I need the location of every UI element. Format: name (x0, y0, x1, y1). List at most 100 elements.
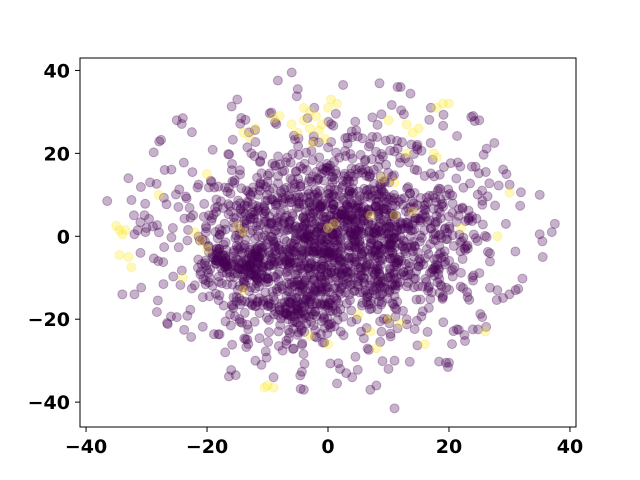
data-point-class-0 (309, 235, 320, 246)
data-point-class-0 (326, 227, 337, 238)
data-point-class-0 (350, 203, 361, 214)
data-point-class-0 (367, 284, 378, 295)
data-point-class-0 (407, 246, 418, 257)
data-point-class-0 (213, 247, 224, 258)
data-point-class-0 (477, 219, 488, 230)
data-point-class-0 (397, 199, 408, 210)
data-point-class-0 (350, 164, 361, 175)
data-point-class-0 (405, 188, 416, 199)
data-point-class-0 (220, 316, 231, 327)
data-point-class-0 (277, 192, 288, 203)
data-point-class-0 (364, 280, 375, 291)
data-point-class-0 (196, 259, 207, 270)
data-point-class-0 (403, 182, 414, 193)
data-point-class-0 (292, 275, 303, 286)
data-point-class-0 (274, 305, 285, 316)
data-point-class-0 (339, 168, 350, 179)
data-point-class-0 (362, 257, 373, 268)
data-point-class-0 (279, 234, 290, 245)
data-point-class-0 (468, 229, 479, 240)
data-point-class-0 (342, 209, 353, 220)
data-point-class-0 (371, 283, 382, 294)
data-point-class-0 (252, 242, 263, 253)
data-point-class-0 (303, 246, 314, 257)
data-point-class-0 (277, 246, 288, 257)
data-point-class-0 (245, 258, 256, 269)
data-point-class-0 (245, 190, 256, 201)
data-point-class-0 (284, 327, 295, 338)
data-point-class-0 (346, 188, 357, 199)
data-point-class-0 (329, 257, 340, 268)
data-point-class-0 (453, 324, 464, 335)
data-point-class-0 (268, 260, 279, 271)
data-point-class-0 (354, 287, 365, 298)
data-point-class-0 (415, 213, 426, 224)
data-point-class-0 (255, 156, 266, 167)
data-point-class-0 (425, 294, 436, 305)
data-point-class-0 (212, 201, 223, 212)
data-point-class-0 (312, 175, 323, 186)
data-point-class-0 (361, 260, 372, 271)
data-point-class-0 (391, 272, 402, 283)
data-point-class-0 (386, 99, 397, 110)
data-point-class-0 (123, 173, 134, 184)
data-point-class-0 (287, 148, 298, 159)
data-point-class-0 (364, 232, 375, 243)
data-point-class-0 (427, 263, 438, 274)
data-point-class-0 (320, 165, 331, 176)
data-point-class-0 (328, 249, 339, 260)
data-point-class-0 (389, 252, 400, 263)
data-point-class-0 (381, 221, 392, 232)
data-point-class-0 (375, 181, 386, 192)
data-point-class-0 (383, 363, 394, 374)
data-point-class-0 (315, 222, 326, 233)
data-point-class-1 (313, 125, 324, 136)
data-point-class-0 (333, 242, 344, 253)
data-point-class-0 (389, 274, 400, 285)
data-point-class-0 (413, 281, 424, 292)
data-point-class-0 (292, 190, 303, 201)
data-point-class-0 (363, 205, 374, 216)
data-point-class-0 (381, 216, 392, 227)
data-point-class-0 (345, 242, 356, 253)
data-point-class-0 (310, 258, 321, 269)
data-point-class-0 (363, 166, 374, 177)
data-point-class-0 (389, 170, 400, 181)
data-point-class-0 (273, 340, 284, 351)
data-point-class-0 (407, 196, 418, 207)
data-point-class-0 (280, 193, 291, 204)
data-point-class-0 (227, 279, 238, 290)
data-point-class-0 (381, 159, 392, 170)
data-point-class-0 (292, 296, 303, 307)
data-point-class-0 (349, 286, 360, 297)
data-point-class-0 (339, 216, 350, 226)
data-point-class-0 (253, 254, 264, 265)
data-point-class-0 (129, 229, 140, 240)
data-point-class-0 (199, 258, 210, 269)
data-point-class-0 (387, 278, 398, 289)
data-point-class-0 (264, 108, 275, 119)
data-point-class-0 (285, 157, 296, 168)
data-point-class-0 (273, 151, 284, 162)
data-point-class-0 (337, 182, 348, 193)
data-point-class-0 (287, 211, 298, 222)
data-point-class-0 (400, 223, 411, 234)
data-point-class-0 (315, 263, 326, 274)
data-point-class-0 (276, 280, 287, 291)
data-point-class-0 (148, 253, 159, 264)
data-point-class-0 (315, 209, 326, 220)
data-point-class-0 (424, 190, 435, 201)
data-point-class-0 (428, 264, 439, 275)
data-point-class-0 (181, 193, 192, 204)
data-point-class-0 (366, 248, 377, 258)
data-point-class-0 (420, 205, 431, 216)
data-point-class-0 (352, 279, 363, 290)
data-point-class-1 (250, 123, 261, 134)
data-point-class-0 (361, 185, 372, 196)
data-point-class-0 (360, 164, 371, 175)
data-point-class-0 (239, 333, 250, 344)
data-point-class-0 (212, 233, 223, 244)
data-point-class-0 (269, 206, 280, 217)
data-point-class-0 (422, 197, 433, 208)
data-point-class-0 (395, 219, 406, 230)
